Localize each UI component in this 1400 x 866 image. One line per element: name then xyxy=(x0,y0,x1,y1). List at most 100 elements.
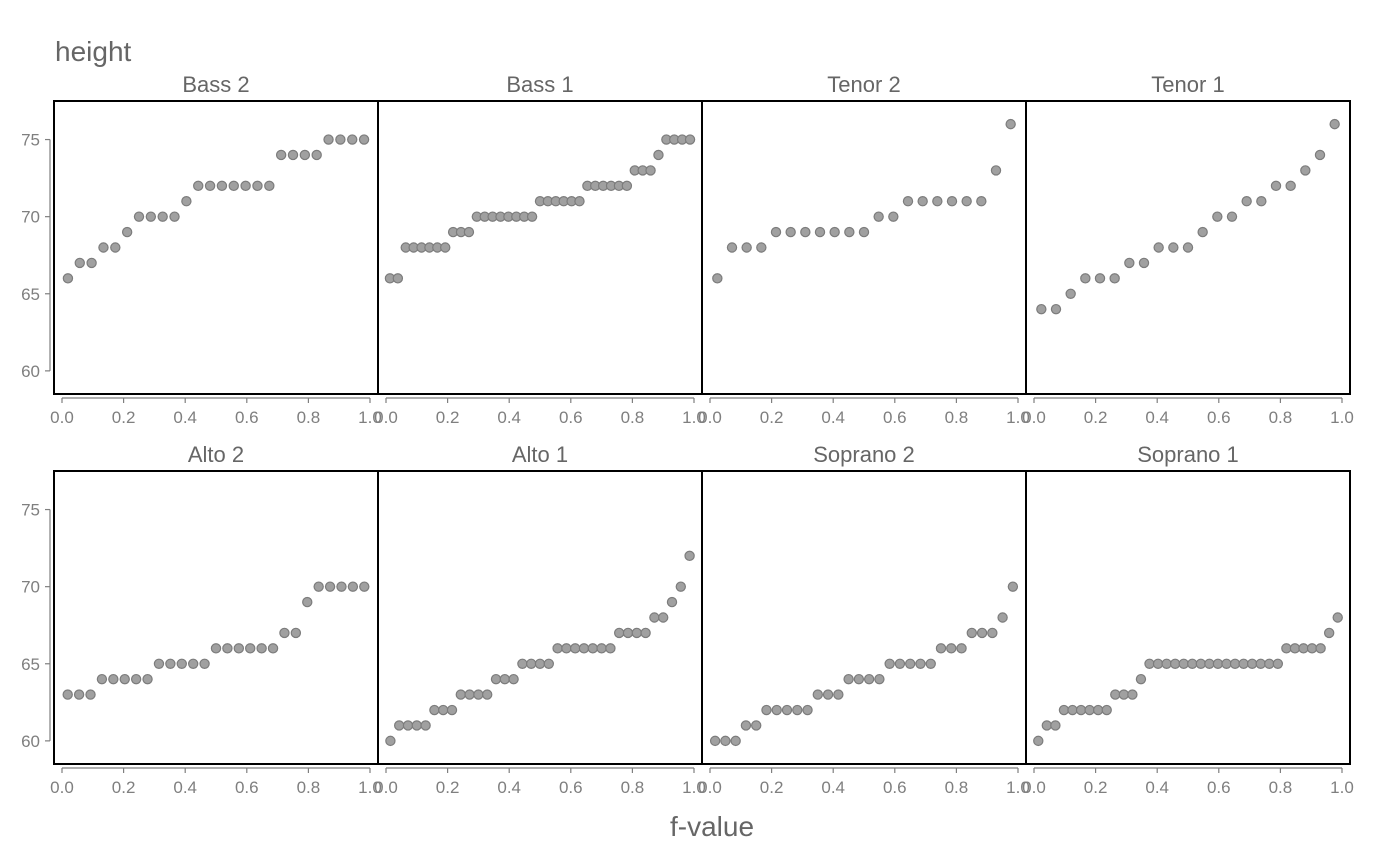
data-point xyxy=(204,180,216,192)
data-point xyxy=(216,180,228,192)
data-point xyxy=(1050,303,1062,315)
x-tick-label: 0.8 xyxy=(1269,408,1293,427)
data-point xyxy=(946,196,958,207)
data-point xyxy=(347,581,359,592)
x-tick-label: 0.6 xyxy=(235,408,259,427)
x-tick-label: 0.2 xyxy=(760,778,784,797)
data-point xyxy=(884,658,895,669)
data-point xyxy=(1187,658,1198,669)
data-point xyxy=(324,581,336,592)
data-point xyxy=(684,550,695,562)
data-point xyxy=(233,643,245,654)
data-point xyxy=(1300,165,1311,176)
data-point xyxy=(751,720,762,731)
data-point xyxy=(1109,273,1120,284)
x-tick-label: 1.0 xyxy=(358,408,382,427)
x-tick-label: 0.6 xyxy=(1207,778,1231,797)
data-point xyxy=(812,689,824,700)
data-point xyxy=(1101,704,1112,716)
data-point xyxy=(455,689,466,700)
data-point xyxy=(1050,720,1061,731)
y-tick-label: 60 xyxy=(21,362,40,381)
x-tick-label: 0.0 xyxy=(50,408,74,427)
data-point xyxy=(1041,720,1053,731)
x-tick-label: 0.8 xyxy=(1269,778,1293,797)
data-point xyxy=(596,643,607,654)
panel-title: Bass 1 xyxy=(506,72,573,97)
data-point xyxy=(1118,689,1130,700)
data-point xyxy=(1094,273,1106,284)
data-point xyxy=(858,226,870,238)
data-point xyxy=(990,165,1002,176)
data-point xyxy=(264,180,275,192)
data-point xyxy=(256,643,267,654)
data-point xyxy=(761,704,772,716)
data-point xyxy=(935,643,947,654)
data-point xyxy=(1306,643,1318,654)
data-point xyxy=(499,673,510,685)
x-tick-label: 0.0 xyxy=(1022,408,1046,427)
data-point xyxy=(1065,288,1076,299)
data-point xyxy=(709,735,721,747)
x-tick-label: 0.0 xyxy=(698,778,722,797)
data-point xyxy=(658,612,669,623)
data-point xyxy=(517,658,528,669)
data-point xyxy=(873,211,884,222)
panel-frame xyxy=(1025,100,1351,395)
x-tick-label: 0.6 xyxy=(559,778,583,797)
data-point xyxy=(843,673,854,685)
data-point xyxy=(323,134,334,145)
data-point xyxy=(1153,242,1164,253)
data-point xyxy=(888,211,899,222)
x-tick-label: 0.4 xyxy=(1145,778,1169,797)
data-point xyxy=(181,196,192,207)
data-point xyxy=(1270,180,1282,192)
y-tick-label: 75 xyxy=(21,501,40,520)
data-point xyxy=(1169,658,1181,669)
data-point xyxy=(1084,704,1095,716)
x-axis-title: f-value xyxy=(670,811,754,842)
data-point xyxy=(1323,627,1335,639)
data-point xyxy=(86,257,97,269)
data-point xyxy=(290,627,302,639)
data-point xyxy=(552,643,563,654)
data-point xyxy=(976,196,987,207)
data-point xyxy=(675,581,687,592)
data-point xyxy=(267,643,279,654)
data-point xyxy=(142,673,153,685)
data-point xyxy=(1007,581,1019,592)
data-point xyxy=(741,242,752,253)
data-point xyxy=(1067,704,1078,716)
data-point xyxy=(1178,658,1189,669)
data-point xyxy=(199,658,210,669)
data-point xyxy=(917,196,928,207)
data-point xyxy=(313,581,324,592)
x-tick-label: 0.4 xyxy=(821,408,845,427)
data-point xyxy=(853,673,865,685)
data-point xyxy=(1298,643,1309,654)
data-point xyxy=(429,704,440,716)
data-point xyxy=(905,658,916,669)
data-point xyxy=(108,673,119,685)
data-point xyxy=(1314,149,1326,161)
x-tick-label: 0.8 xyxy=(621,778,645,797)
data-point xyxy=(165,658,176,669)
data-point xyxy=(915,658,926,669)
data-point xyxy=(464,689,475,700)
panel-frame xyxy=(53,470,379,765)
data-point xyxy=(1144,658,1155,669)
x-tick-label: 1.0 xyxy=(1330,408,1354,427)
data-point xyxy=(902,196,914,207)
data-point xyxy=(193,180,204,192)
data-point xyxy=(1036,303,1047,315)
data-point xyxy=(684,134,696,145)
data-point xyxy=(863,673,875,685)
panel-tenor-2: Tenor 2 0.0 0.2 0.4 0.6 0.8 1.0 xyxy=(698,72,1030,427)
data-point xyxy=(74,257,85,269)
data-point xyxy=(1238,658,1249,669)
data-point xyxy=(526,211,538,222)
data-point xyxy=(771,704,782,716)
data-point xyxy=(1197,226,1208,238)
data-point xyxy=(785,226,796,238)
data-point xyxy=(1152,658,1164,669)
